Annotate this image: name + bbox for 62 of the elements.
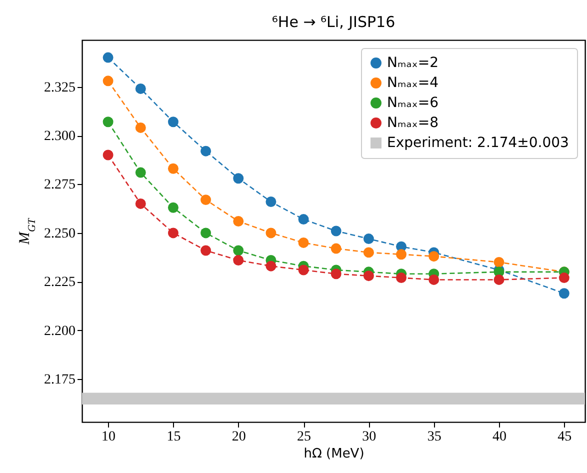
point (135, 83, 146, 94)
x-tick-label: 25 (297, 430, 312, 444)
point (233, 173, 244, 184)
point (298, 214, 309, 225)
point (428, 251, 440, 262)
point (168, 202, 178, 213)
legend-label: Nₘₐₓ=8 (387, 115, 439, 131)
point (135, 167, 146, 178)
point (428, 274, 440, 285)
y-tick-label: 2.175 (44, 372, 76, 388)
x-tick-label: 40 (492, 430, 506, 444)
point (396, 249, 407, 260)
y-tick-label: 2.300 (44, 129, 76, 144)
x-tick-label: 20 (232, 430, 246, 444)
point (363, 247, 374, 258)
point (200, 228, 212, 238)
x-tick-label: 10 (102, 430, 116, 444)
point (168, 163, 178, 174)
x-tick-label: 15 (166, 430, 181, 444)
point (168, 228, 178, 238)
point (135, 122, 146, 133)
point (168, 116, 178, 128)
y-tick-label: 2.275 (44, 178, 76, 193)
point (330, 268, 342, 280)
point (558, 272, 570, 284)
point (102, 116, 114, 128)
point (266, 260, 276, 272)
x-tick-label: 30 (362, 430, 376, 444)
point (330, 243, 342, 254)
point (558, 288, 570, 299)
point (233, 255, 244, 266)
point (298, 264, 309, 276)
x-axis-title: hΩ (MeV) (304, 446, 364, 462)
point (233, 245, 244, 256)
point (102, 150, 114, 160)
legend-label: Nₘₐₓ=2 (387, 55, 439, 71)
point (363, 234, 374, 244)
y-tick-label: 2.325 (44, 80, 76, 96)
point (396, 272, 407, 284)
point (330, 226, 342, 236)
point (102, 76, 114, 86)
point (266, 196, 276, 207)
y-tick-label: 2.200 (44, 324, 76, 339)
legend-label: Nₘₐₓ=4 (387, 75, 439, 91)
chart-title: ⁶He → ⁶Li, JISP16 (272, 13, 396, 31)
point (494, 256, 504, 268)
point (298, 237, 309, 248)
y-tick-label: 2.225 (44, 275, 76, 290)
point (200, 194, 212, 206)
point (200, 245, 212, 256)
point (200, 146, 212, 156)
x-tick-label: 45 (558, 430, 572, 444)
point (363, 270, 374, 282)
legend-label: Experiment: 2.174±0.003 (387, 135, 569, 151)
point (266, 228, 276, 238)
point (233, 216, 244, 226)
y-tick-label: 2.250 (44, 226, 76, 242)
x-tick-label: 35 (427, 430, 442, 444)
point (494, 274, 504, 285)
point (102, 52, 114, 63)
legend-label: Nₘₐₓ=6 (387, 95, 439, 111)
point (135, 198, 146, 209)
